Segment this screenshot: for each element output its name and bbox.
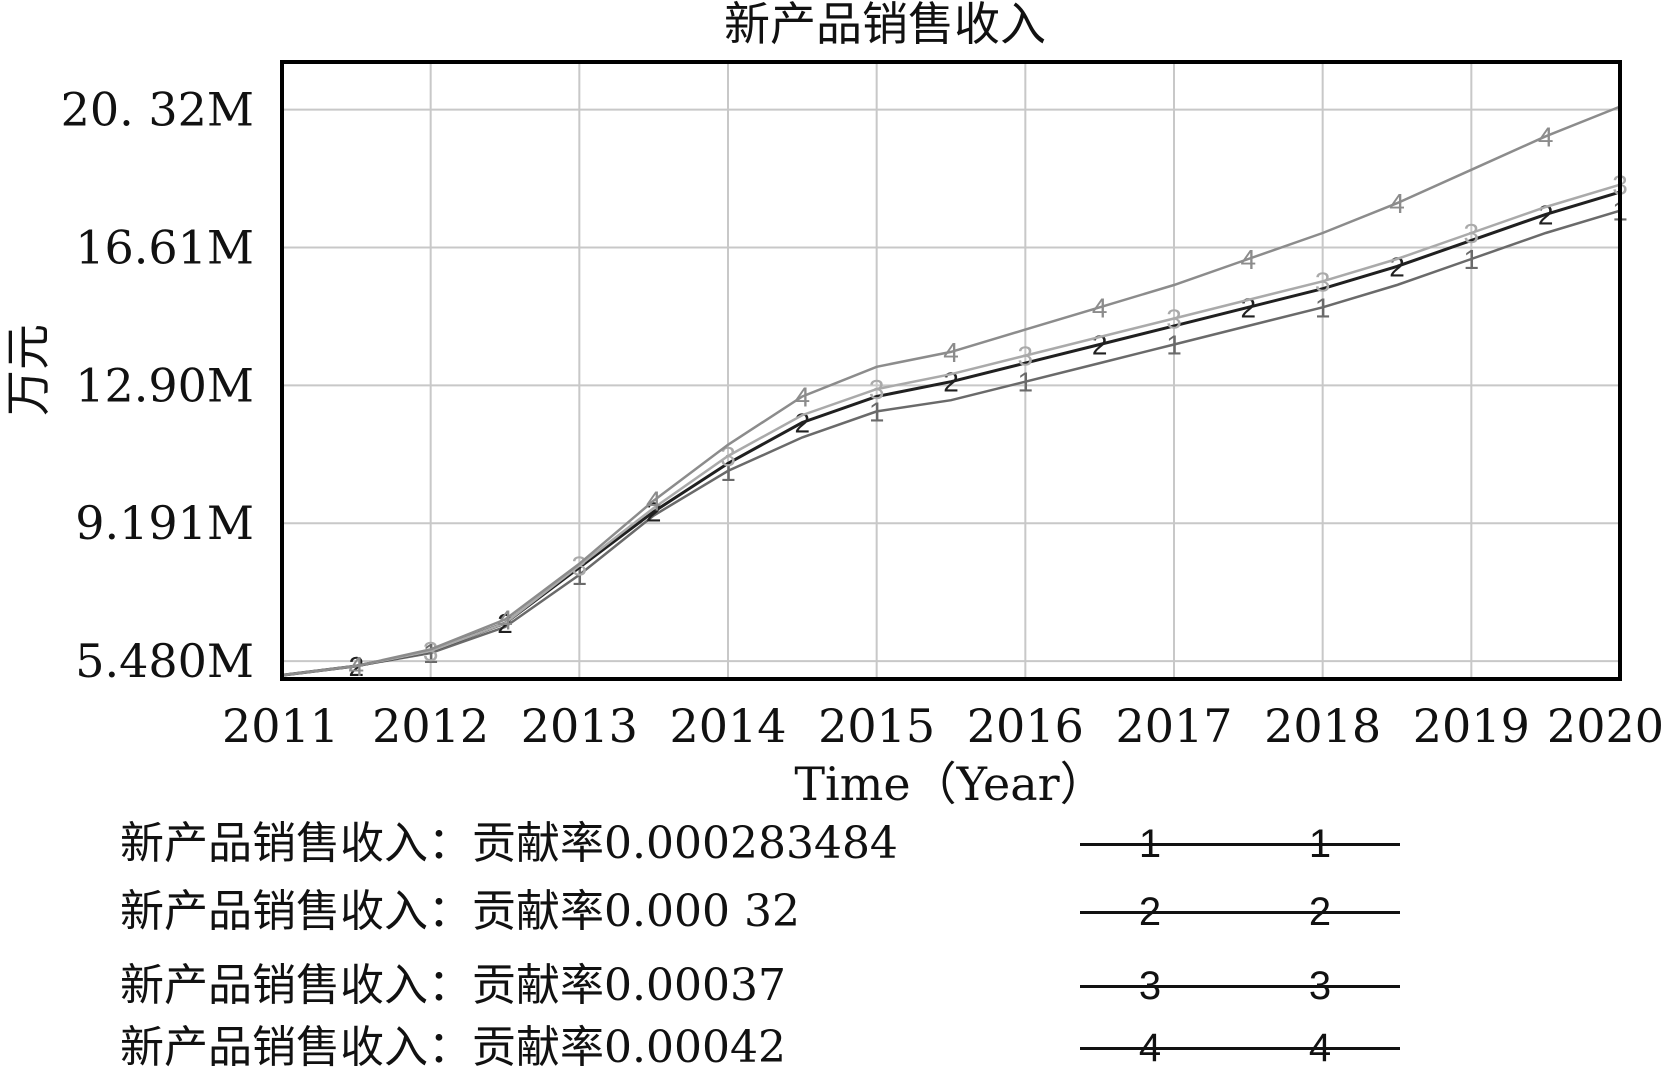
series-marker-1: 1 xyxy=(1315,292,1331,323)
y-tick-label: 20. 32M xyxy=(61,83,254,137)
series-marker-3: 3 xyxy=(1464,218,1480,249)
y-tick-label: 12.90M xyxy=(75,358,254,412)
y-axis-label: 万元 xyxy=(1,324,55,416)
series-marker-1: 1 xyxy=(1018,367,1034,398)
series-marker-4: 4 xyxy=(1538,121,1554,152)
series-marker-3: 3 xyxy=(1018,341,1034,372)
series-marker-1: 1 xyxy=(1166,329,1182,360)
x-axis-label: Time（Year） xyxy=(794,757,1105,811)
series-marker-1: 1 xyxy=(1464,244,1480,275)
series-marker-1: 1 xyxy=(720,456,736,487)
series-marker-1: 1 xyxy=(869,396,885,427)
x-tick-label: 2015 xyxy=(818,699,935,753)
series-line-4 xyxy=(281,105,1621,677)
series-marker-3: 3 xyxy=(869,374,885,405)
x-tick-label: 2016 xyxy=(967,699,1084,753)
y-tick-label: 16.61M xyxy=(75,220,254,274)
series-line-2 xyxy=(281,190,1621,677)
series-marker-2: 2 xyxy=(1092,329,1108,360)
series-marker-3: 3 xyxy=(1166,303,1182,334)
series-marker-2: 2 xyxy=(943,367,959,398)
grid xyxy=(281,62,1621,679)
series-marker-4: 4 xyxy=(349,651,365,682)
y-tick-label: 5.480M xyxy=(75,634,254,688)
x-tick-label: 2017 xyxy=(1115,699,1232,753)
y-tick-label: 9.191M xyxy=(75,496,254,550)
series-line-3 xyxy=(281,183,1621,677)
series-marker-2: 2 xyxy=(1538,199,1554,230)
series-marker-3: 3 xyxy=(423,636,439,667)
chart-title: 新产品销售收入 xyxy=(724,0,1046,51)
x-tick-label: 2014 xyxy=(669,699,786,753)
x-tick-label: 2020 xyxy=(1547,699,1664,753)
series-marker-4: 4 xyxy=(497,605,513,636)
x-tick-labels: 2011 2012 2013 2014 2015 2016 2017 2018 2019 2020 xyxy=(222,699,1664,753)
x-tick-label: 2013 xyxy=(521,699,638,753)
series-marker-4: 4 xyxy=(646,486,662,517)
x-tick-label: 2019 xyxy=(1413,699,1530,753)
series-marker-4: 4 xyxy=(795,382,811,413)
y-tick-labels: 5.480M 9.191M 12.90M 16.61M 20. 32M xyxy=(61,83,254,689)
series-marker-1: 1 xyxy=(423,638,439,669)
series-marker-4: 4 xyxy=(1092,292,1108,323)
series-marker-2: 2 xyxy=(795,408,811,439)
x-tick-label: 2018 xyxy=(1264,699,1381,753)
series-marker-3: 3 xyxy=(1315,266,1331,297)
series-marker-4: 4 xyxy=(1389,188,1405,219)
plot-frame xyxy=(280,60,1622,681)
x-tick-label: 2012 xyxy=(372,699,489,753)
series-marker-2: 2 xyxy=(1241,292,1257,323)
x-tick-label: 2011 xyxy=(222,699,339,753)
series-marker-4: 4 xyxy=(1241,244,1257,275)
series-line-1 xyxy=(281,209,1621,677)
series-marker-4: 4 xyxy=(943,337,959,368)
series-marker-3: 3 xyxy=(572,551,588,582)
